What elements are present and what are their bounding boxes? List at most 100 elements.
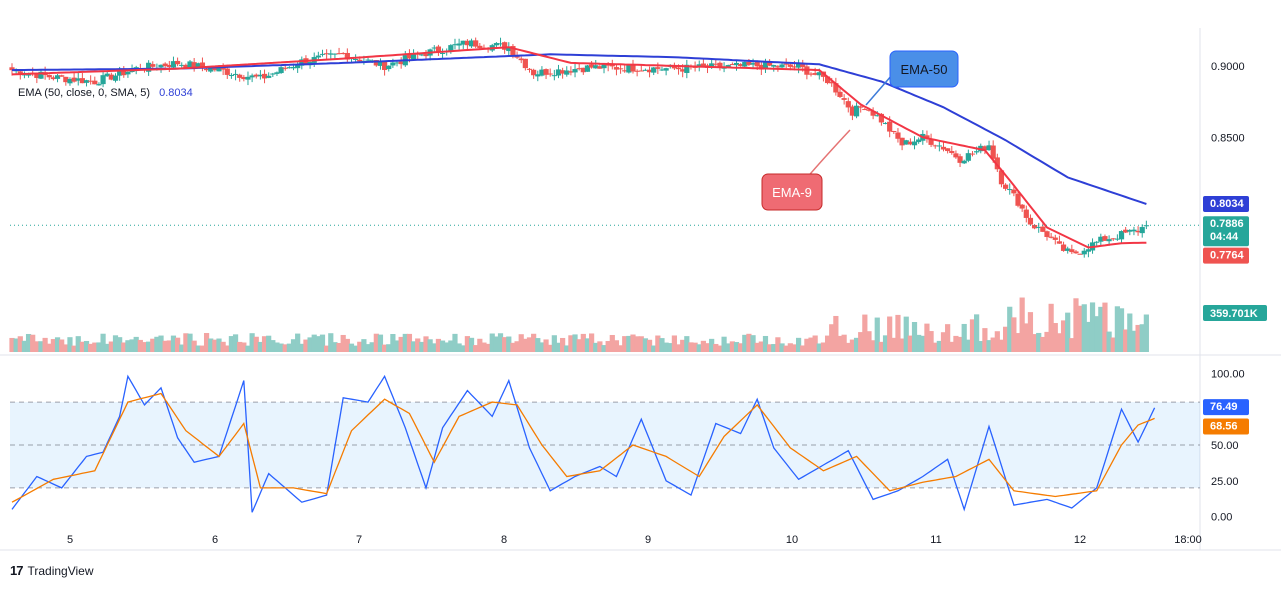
time-tick-label: 6 <box>212 534 218 546</box>
candle <box>646 69 653 73</box>
volume-bar <box>1077 305 1083 352</box>
volume-bar <box>994 331 1000 352</box>
volume-bar <box>402 333 408 352</box>
candle <box>949 151 955 153</box>
volume-bar <box>609 334 615 352</box>
volume-bar <box>754 342 760 352</box>
volume-bar <box>224 345 230 352</box>
volume-bar <box>353 345 359 352</box>
volume-bar <box>593 342 599 352</box>
volume-bar <box>468 337 475 352</box>
candle <box>150 64 156 67</box>
candle <box>1015 193 1021 206</box>
candle <box>936 145 942 147</box>
candle <box>166 64 172 68</box>
ema9-legend[interactable]: EMA (9, close, 0, SMA, 5) 0.7764 <box>18 70 187 82</box>
candle <box>667 65 673 67</box>
candle <box>907 141 913 145</box>
volume-bar <box>738 343 744 352</box>
candle <box>978 145 984 152</box>
volume-bar <box>522 338 528 352</box>
volume-bar <box>998 339 1005 352</box>
candle <box>208 67 214 72</box>
volume-bar <box>253 336 259 352</box>
volume-bar <box>340 334 346 352</box>
volume-bar <box>125 340 131 352</box>
ema9-price-tag-text: 0.7764 <box>1210 250 1245 262</box>
volume-bar <box>742 334 748 352</box>
candle <box>688 65 694 67</box>
volume-bar <box>688 342 694 352</box>
volume-bar <box>71 345 77 352</box>
time-tick-label: 18:00 <box>1174 534 1202 546</box>
candle <box>725 65 731 67</box>
volume-bar <box>572 334 578 352</box>
candle <box>903 140 909 145</box>
candle <box>555 69 562 76</box>
candle <box>307 62 313 66</box>
volume-bar <box>845 342 851 352</box>
volume-bar <box>481 342 487 352</box>
candle <box>1085 249 1091 252</box>
volume-legend[interactable]: Vol · ARB 359.701K <box>18 53 121 65</box>
volume-bar <box>42 337 48 352</box>
volume-bar <box>882 335 889 352</box>
candle <box>373 60 379 66</box>
candle <box>348 58 355 60</box>
overbought-label: Overbought Region <box>1052 386 1165 401</box>
last-price-tag-bg <box>1203 216 1249 247</box>
candle <box>812 73 818 75</box>
candle <box>738 64 744 66</box>
time-tick-label: 8 <box>501 534 507 546</box>
volume-bar <box>700 340 706 352</box>
candle <box>286 67 292 69</box>
candle <box>274 72 280 74</box>
volume-bar <box>568 335 574 352</box>
footer-brand[interactable]: TradingView <box>27 563 94 578</box>
candle <box>377 60 384 66</box>
candle <box>655 67 661 69</box>
candle <box>535 74 541 77</box>
candle <box>791 66 798 68</box>
ema50-value: 0.8034 <box>159 87 193 99</box>
volume-bar <box>725 343 731 352</box>
stoch-label: Stoch (14, 1, 3) <box>18 362 94 374</box>
volume-bar <box>1094 316 1100 352</box>
candle <box>257 74 263 77</box>
volume-bar <box>170 335 177 352</box>
candle <box>634 70 640 72</box>
candle <box>1031 224 1038 229</box>
volume-bar <box>50 339 56 352</box>
candle <box>750 63 756 65</box>
candle <box>1069 249 1075 253</box>
oversold-label: Oversold Region <box>1052 495 1149 510</box>
volume-bar <box>506 336 512 352</box>
ema50-callout-pointer <box>865 55 901 106</box>
symbol-title[interactable]: Arbitrum / United States Dollar, 1h, COI… <box>18 36 248 48</box>
candle <box>609 64 615 67</box>
ema9-price-tag-bg <box>1203 247 1249 264</box>
stoch-legend[interactable]: Stoch (14, 1, 3) 76.49 68.56 <box>18 362 166 374</box>
volume-bar <box>597 341 603 352</box>
volume-bar <box>543 339 549 352</box>
volume-bar <box>1106 331 1112 352</box>
candle <box>444 50 450 53</box>
volume-bar <box>940 332 947 352</box>
volume-bar <box>812 335 818 352</box>
volume-bar <box>953 335 959 352</box>
currency-button[interactable]: USD <box>1205 32 1267 56</box>
candle <box>820 71 827 77</box>
candle <box>9 67 15 71</box>
volume-bar <box>526 337 533 352</box>
candle <box>853 105 860 117</box>
ema50-legend[interactable]: EMA (50, close, 0, SMA, 5) 0.8034 <box>18 87 193 99</box>
candle <box>717 62 723 68</box>
time-tick-label: 5 <box>67 534 73 546</box>
volume-bar <box>290 339 297 352</box>
volume-bar <box>796 337 802 352</box>
candle <box>245 76 251 80</box>
candle <box>787 64 793 67</box>
volume-bar <box>1081 304 1087 352</box>
volume-bar <box>746 333 752 352</box>
volume-bar <box>357 341 363 352</box>
